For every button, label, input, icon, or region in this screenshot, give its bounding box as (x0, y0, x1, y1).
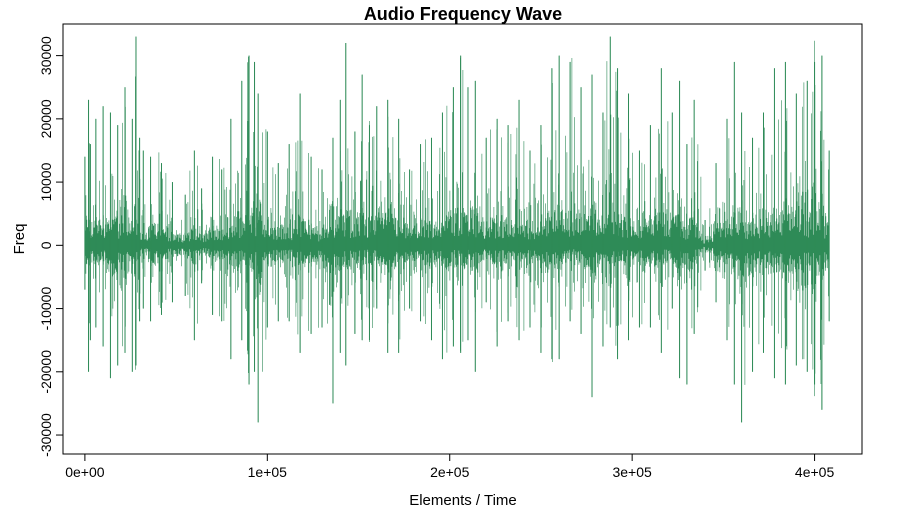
x-tick-label: 4e+05 (795, 464, 835, 480)
x-tick-label: 0e+00 (65, 464, 105, 480)
y-tick-label: -30000 (38, 413, 54, 457)
x-axis-label: Elements / Time (409, 492, 517, 509)
y-axis-label: Freq (11, 224, 28, 255)
chart-title: Audio Frequency Wave (364, 4, 562, 24)
y-tick-label: 0 (38, 241, 54, 249)
x-axis: 0e+00 1e+05 2e+05 3e+05 4e+05 (65, 453, 835, 480)
y-tick-label: -10000 (38, 287, 54, 331)
y-tick-label: -20000 (38, 350, 54, 394)
y-tick-label: 30000 (38, 36, 54, 75)
waveform-series (84, 36, 830, 423)
y-tick-label: 20000 (38, 99, 54, 138)
x-tick-label: 2e+05 (430, 464, 470, 480)
plot-area (84, 36, 830, 423)
x-tick-label: 3e+05 (612, 464, 652, 480)
x-tick-label: 1e+05 (248, 464, 288, 480)
y-axis: -30000 -20000 -10000 0 10000 20000 30000 (38, 36, 64, 457)
y-tick-label: 10000 (38, 162, 54, 201)
